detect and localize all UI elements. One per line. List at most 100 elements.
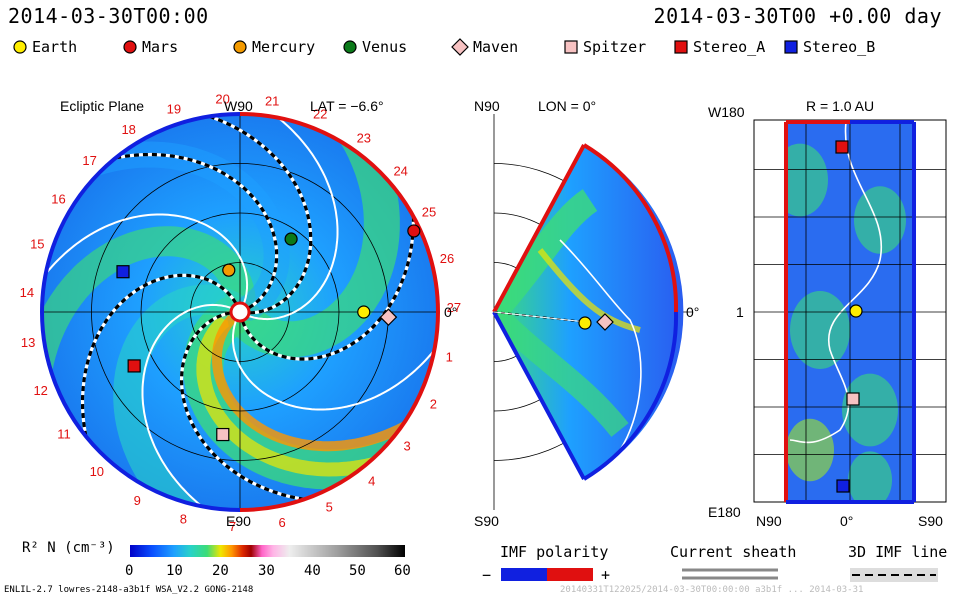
colorbar-tick: 30: [258, 563, 275, 579]
radial-stereo-a-marker: [835, 140, 849, 154]
carrington-label: 10: [90, 464, 104, 479]
venus-marker-icon: [343, 40, 357, 54]
sun-marker: [229, 301, 251, 323]
carrington-label: 5: [326, 500, 333, 515]
meridional-wedge: [494, 145, 684, 479]
colorbar-tick: 10: [166, 563, 183, 579]
legend-mercury-label: Mercury: [252, 38, 316, 56]
carrington-label: 19: [167, 102, 181, 117]
carrington-label: 23: [357, 130, 371, 145]
ecliptic-lat-label: LAT = −6.6°: [310, 98, 384, 114]
carrington-label: 4: [368, 474, 375, 489]
earth-marker: [357, 305, 371, 319]
mercury-marker: [222, 263, 236, 277]
carrington-label: 21: [265, 93, 279, 108]
radial-sheath-line: [789, 122, 883, 444]
colorbar: [130, 545, 405, 557]
meridional-arc-bottom: [582, 311, 679, 481]
meridional-arc-top: [582, 143, 679, 313]
legend-spitzer: Spitzer: [563, 38, 646, 56]
imf-spiral-white: [231, 290, 438, 411]
meridional-edge-bottom: [492, 311, 586, 480]
radial-stereo-b-marker: [836, 479, 850, 493]
imf-spiral-white: [218, 114, 339, 321]
carrington-label: 12: [33, 383, 47, 398]
radial-density-patch: [842, 373, 898, 447]
mercury-marker-icon: [233, 40, 247, 54]
radial-bottom-left-label: E180: [708, 504, 741, 520]
legend-spitzer-label: Spitzer: [583, 38, 647, 56]
radial-mid-left-label: 1: [736, 304, 744, 320]
carrington-label: 17: [82, 153, 96, 168]
imf-negative-swatch: [501, 568, 547, 581]
meridional-right-label: 0°: [686, 304, 699, 320]
radial-panel: R = 1.0 AU W180 1 E180 N90 0° S90: [708, 98, 947, 529]
radial-top-left-label: W180: [708, 104, 745, 120]
imf-spiral-dashed: [179, 311, 373, 504]
legend-earth: Earth: [12, 38, 77, 56]
stereo-a-marker-icon: [674, 40, 688, 54]
carrington-label: 22: [313, 107, 327, 122]
carrington-label: 3: [403, 439, 410, 454]
colorbar-tick: 50: [349, 563, 366, 579]
density-band: [196, 309, 435, 477]
meridional-lon-label: LON = 0°: [538, 98, 596, 114]
legend-mercury: Mercury: [232, 38, 315, 56]
radial-spitzer-marker: [846, 392, 860, 406]
maven-marker: [379, 308, 398, 327]
imf-spiral-dashed: [51, 152, 279, 310]
meridional-sheath-line: [559, 239, 642, 451]
ecliptic-top-label: W90: [224, 98, 253, 114]
colorbar-tick: 0: [125, 563, 134, 579]
imf-positive-swatch: [547, 568, 593, 581]
legend-stereo-b: Stereo_B: [783, 38, 875, 56]
ecliptic-boundary-negative: [40, 112, 241, 512]
radial-density-patch: [786, 143, 828, 217]
radial-earth-marker: [849, 304, 863, 318]
maven-marker-icon: [451, 38, 469, 56]
carrington-label: 14: [20, 285, 34, 300]
legend-stereo-a: Stereo_A: [673, 38, 765, 56]
imf-polarity-label: IMF polarity: [500, 543, 609, 561]
legend-maven-label: Maven: [473, 38, 519, 56]
legend-stereo-a-label: Stereo_A: [693, 38, 766, 56]
carrington-label: 24: [393, 164, 407, 179]
radial-x-label-0: 0°: [840, 513, 853, 529]
imf3d-label: 3D IMF line: [848, 543, 948, 561]
ecliptic-boundary-positive: [239, 112, 440, 512]
imf-spiral-white: [42, 213, 249, 334]
ecliptic-right-label: 0°: [444, 304, 457, 320]
meridional-edge-top: [492, 144, 586, 313]
imf-plus-label: +: [601, 566, 610, 584]
colorbar-tick: 40: [304, 563, 321, 579]
date-right: 2014-03-30T00 +0.00 day: [653, 4, 942, 28]
ecliptic-imf-spirals: [42, 114, 438, 510]
meridional-panel: N90 LON = 0° S90 0°: [474, 98, 699, 529]
radial-density-patch: [790, 291, 850, 369]
imf-spiral-dashed: [142, 114, 313, 315]
meridional-band: [537, 248, 641, 333]
carrington-label: 1: [446, 350, 453, 365]
legend-mars: Mars: [122, 38, 178, 56]
radial-title: R = 1.0 AU: [806, 98, 874, 114]
spitzer-marker: [216, 427, 230, 442]
carrington-label: 16: [51, 192, 65, 207]
footer-model-info: ENLIL-2.7 lowres-2148-a3b1f WSA_V2.2 GON…: [4, 585, 254, 595]
carrington-label: 20: [215, 92, 229, 107]
date-left: 2014-03-30T00:00: [8, 4, 209, 28]
carrington-label: 18: [121, 122, 135, 137]
radial-density-patch: [848, 451, 892, 502]
meridional-top-label: N90: [474, 98, 500, 114]
carrington-label: 27: [447, 300, 461, 315]
current-sheath-label: Current sheath: [670, 543, 797, 561]
mars-marker: [407, 224, 421, 238]
imf-spiral-dashed: [80, 273, 238, 501]
carrington-label: 9: [134, 493, 141, 508]
colorbar-tick: 20: [212, 563, 229, 579]
colorbar-tick: 60: [394, 563, 411, 579]
meridional-density-bands: [494, 189, 642, 451]
radial-density-bands: [786, 122, 906, 502]
